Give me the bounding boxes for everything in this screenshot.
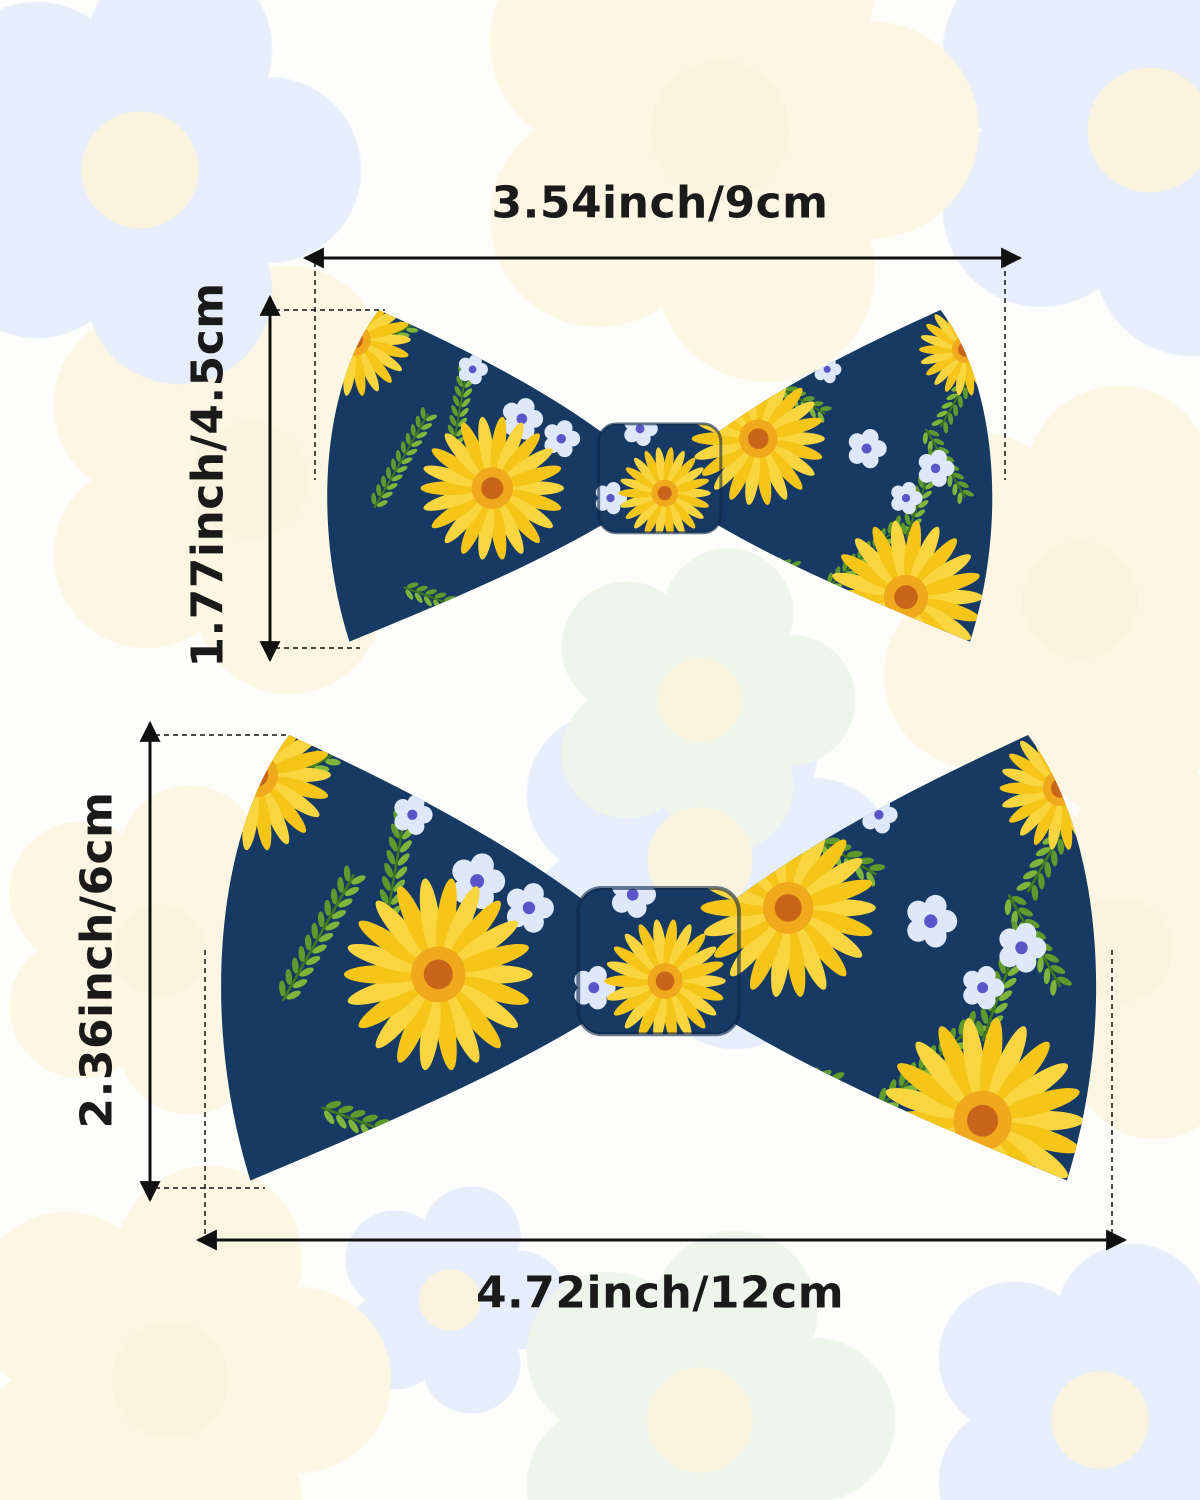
small-height-arrow xyxy=(259,294,385,663)
small-height-label: 1.77inch/4.5cm xyxy=(182,282,234,668)
large-height-label: 2.36inch/6cm xyxy=(71,791,123,1129)
small-width-label: 3.54inch/9cm xyxy=(491,177,829,229)
large-height-arrow xyxy=(139,720,290,1203)
large-width-arrow xyxy=(195,950,1128,1251)
small-width-arrow xyxy=(302,247,1023,480)
large-width-label: 4.72inch/12cm xyxy=(475,1267,845,1319)
small-bow-tie xyxy=(298,283,1014,675)
large-bow-tie xyxy=(183,699,1125,1225)
